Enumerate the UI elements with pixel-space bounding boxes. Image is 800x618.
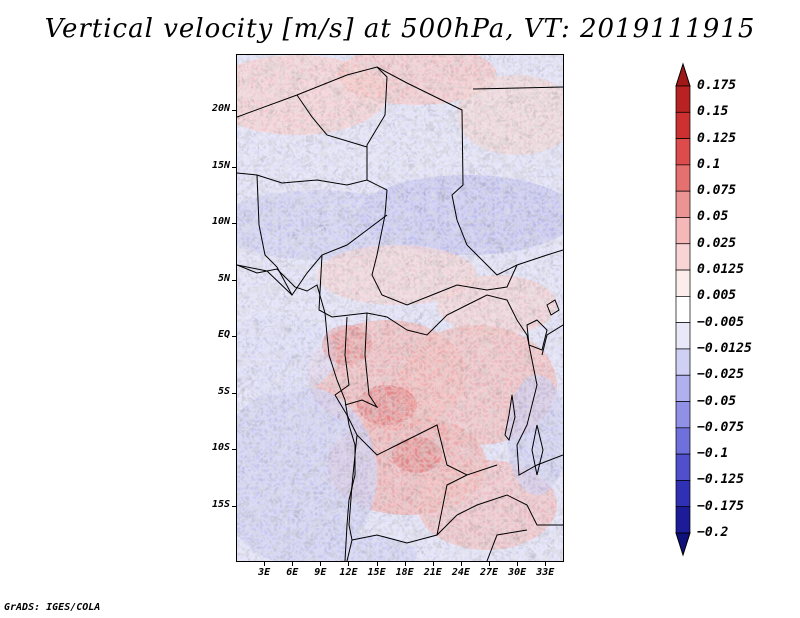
lon-tick-label: 30E	[508, 567, 527, 578]
lon-tick	[432, 562, 434, 566]
lon-tick	[376, 562, 378, 566]
lat-tick-label: 15N	[211, 159, 230, 171]
colorbar-tick-label: −0.05	[697, 393, 737, 409]
colorbar-tick-label: −0.2	[697, 525, 729, 540]
lat-tick	[232, 279, 236, 281]
colorbar-segment	[675, 453, 691, 481]
colorbar-tick-label: 0.075	[697, 183, 737, 199]
colorbar-tick-label: 0.175	[697, 78, 737, 93]
colorbar-segment	[675, 480, 691, 508]
lon-tick-label: 3E	[258, 567, 271, 578]
lon-tick-label: 18E	[395, 567, 414, 578]
lat-tick-label: 5S	[217, 385, 230, 397]
colorbar-tick-label: 0.1	[697, 156, 721, 172]
colorbar-segment	[675, 296, 691, 323]
vertical-velocity-map	[236, 54, 564, 562]
colorbar-segment	[675, 217, 691, 245]
colorbar-segment	[675, 111, 691, 139]
field-speckle	[237, 55, 563, 561]
lon-tick	[517, 562, 519, 566]
lon-tick	[348, 562, 350, 566]
colorbar-segment	[675, 85, 691, 113]
country-borders	[237, 66, 563, 561]
colorbar-segment	[675, 164, 691, 192]
lat-tick-label: EQ	[217, 329, 230, 341]
lon-tick	[320, 562, 322, 566]
lat-tick-label: 10N	[211, 216, 230, 228]
lat-tick-label: 5N	[217, 272, 230, 284]
lat-tick-label: 10S	[211, 442, 230, 454]
lon-tick	[292, 562, 294, 566]
colorbar-segment	[675, 322, 691, 350]
colorbar-segment	[675, 506, 691, 534]
colorbar-tick-label: −0.1	[697, 446, 729, 462]
lon-tick-label: 21E	[423, 567, 442, 578]
lat-tick	[232, 449, 236, 451]
colorbar-tick-label: −0.005	[697, 314, 744, 330]
colorbar-max-arrow	[675, 62, 691, 87]
colorbar-segment	[675, 190, 691, 218]
colorbar-tick-label: 0.0125	[697, 262, 744, 278]
colorbar-tick-label: −0.175	[697, 498, 744, 514]
lon-tick-label: 33E	[536, 567, 555, 578]
colorbar-tick-label: 0.05	[697, 209, 729, 225]
lon-tick	[545, 562, 547, 566]
map-title: Vertical velocity [m/s] at 500hPa, VT: 2…	[44, 14, 756, 44]
colorbar-segment	[675, 243, 691, 271]
colorbar-tick-label: −0.025	[697, 367, 744, 383]
lon-tick	[404, 562, 406, 566]
coastline	[237, 264, 356, 561]
lakes	[504, 299, 560, 476]
lat-tick	[232, 336, 236, 338]
lat-tick	[232, 392, 236, 394]
lat-tick	[232, 505, 236, 507]
lon-tick-label: 15E	[367, 567, 386, 578]
lon-tick	[460, 562, 462, 566]
colorbar-segment	[675, 427, 691, 455]
colorbar-tick-label: −0.075	[697, 419, 744, 435]
lat-tick	[232, 110, 236, 112]
lat-tick-label: 20N	[211, 103, 230, 115]
colorbar-min-arrow	[675, 532, 691, 557]
lon-tick-label: 24E	[451, 567, 470, 578]
colorbar-segment	[675, 269, 691, 297]
colorbar-tick-label: −0.125	[697, 472, 744, 488]
lon-tick-label: 12E	[339, 567, 358, 578]
footer-credit: GrADS: IGES/COLA	[4, 602, 101, 613]
lat-tick-label: 15S	[211, 498, 230, 510]
lon-tick-label: 27E	[479, 567, 499, 578]
lat-tick	[232, 166, 236, 168]
colorbar-segment	[675, 401, 691, 429]
colorbar-segment	[675, 138, 691, 166]
colorbar-tick-label: −0.0125	[697, 340, 752, 356]
lat-tick	[232, 223, 236, 225]
map-canvas	[237, 55, 563, 561]
lon-tick	[264, 562, 266, 566]
colorbar-segment	[675, 348, 691, 376]
colorbar-tick-label: 0.125	[697, 130, 737, 146]
colorbar-tick-label: 0.15	[697, 104, 729, 120]
colorbar-tick-label: 0.025	[697, 235, 737, 251]
lon-tick	[489, 562, 491, 566]
colorbar-segment	[675, 374, 691, 402]
lon-tick-label: 9E	[314, 567, 327, 578]
lon-tick-label: 6E	[286, 567, 299, 578]
colorbar-tick-label: 0.005	[697, 288, 737, 304]
